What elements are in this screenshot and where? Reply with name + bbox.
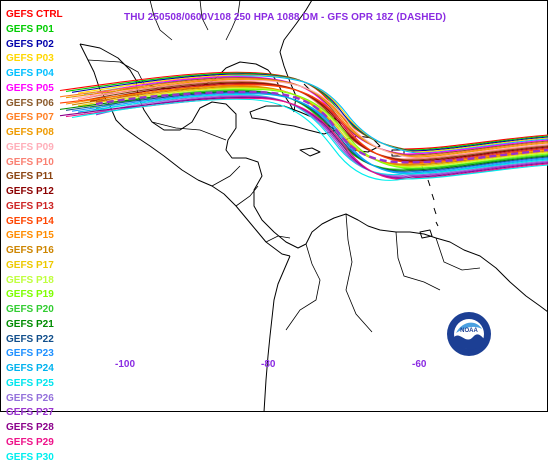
legend-item: GEFS P05	[6, 82, 63, 97]
legend-item: GEFS P27	[6, 406, 63, 421]
legend-item: GEFS P04	[6, 67, 63, 82]
noaa-logo-text: NOAA	[460, 328, 478, 334]
coast-jamaica	[300, 148, 320, 156]
legend-item: GEFS P23	[6, 347, 63, 362]
coast-central-america-west	[198, 180, 290, 256]
ensemble-contours	[60, 72, 548, 180]
lon-label-100w: -100	[115, 359, 135, 370]
chart-title: THU 250508/0600V108 250 HPA 1088 DM - GF…	[124, 12, 446, 23]
legend-item: GEFS P13	[6, 200, 63, 215]
legend-item: GEFS P26	[6, 392, 63, 407]
legend-item: GEFS P06	[6, 97, 63, 112]
legend-item: GEFS P14	[6, 215, 63, 230]
legend-item: GEFS P22	[6, 333, 63, 348]
coast-south-america	[306, 214, 548, 312]
legend-item: GEFS P25	[6, 377, 63, 392]
legend-item: GEFS P12	[6, 185, 63, 200]
legend-item: GEFS P29	[6, 436, 63, 451]
coast-central-america-east	[226, 140, 306, 248]
legend-item: GEFS P17	[6, 259, 63, 274]
legend-item: GEFS P11	[6, 170, 63, 185]
legend-item: GEFS P20	[6, 303, 63, 318]
legend-item: GEFS P28	[6, 421, 63, 436]
legend-item: GEFS P03	[6, 52, 63, 67]
legend-item: GEFS P21	[6, 318, 63, 333]
legend-item: GEFS P02	[6, 38, 63, 53]
legend-item: GEFS P19	[6, 288, 63, 303]
legend-item: GEFS P15	[6, 229, 63, 244]
legend-item: GEFS CTRL	[6, 8, 63, 23]
legend-item: GEFS P16	[6, 244, 63, 259]
coast-south-america-west	[264, 256, 290, 412]
legend-item: GEFS P24	[6, 362, 63, 377]
lon-label-80w: -80	[261, 359, 275, 370]
legend-item: GEFS P09	[6, 141, 63, 156]
legend-item: GEFS P10	[6, 156, 63, 171]
noaa-logo-icon: NOAA	[446, 311, 492, 357]
lon-label-60w: -60	[412, 359, 426, 370]
legend-item: GEFS P08	[6, 126, 63, 141]
legend-item: GEFS P30	[6, 451, 63, 465]
legend-item: GEFS P01	[6, 23, 63, 38]
legend-item: GEFS P18	[6, 274, 63, 289]
legend-item: GEFS P07	[6, 111, 63, 126]
